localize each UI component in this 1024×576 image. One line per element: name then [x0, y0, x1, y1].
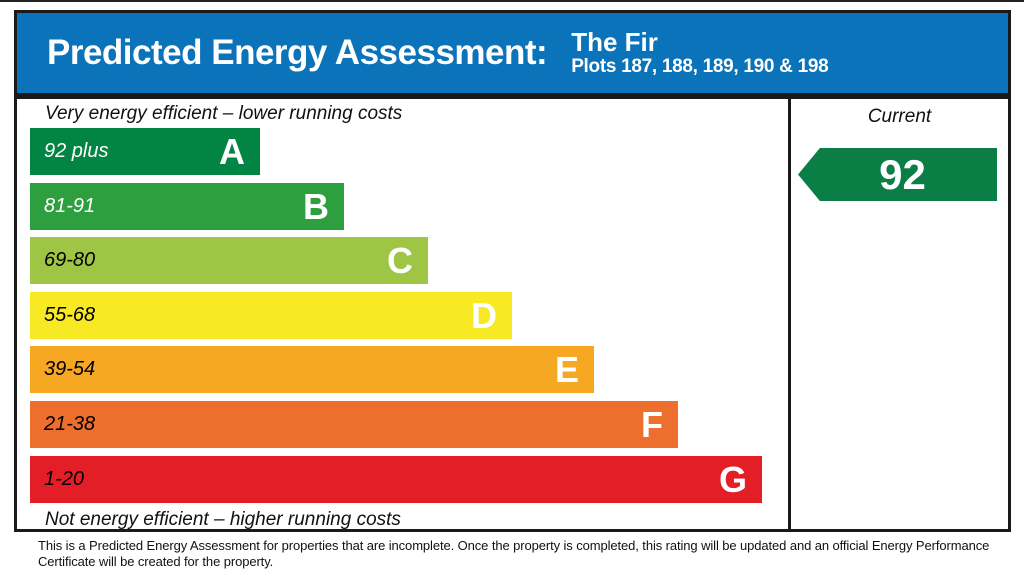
- band-b-range-label: 81-91: [44, 194, 96, 217]
- band-d-range-label: 55-68: [44, 303, 96, 326]
- band-f-range-label: 21-38: [44, 412, 96, 435]
- band-e-letter: E: [554, 349, 579, 391]
- epc-band-f: 21-38 F: [30, 400, 678, 448]
- current-rating-arrow: 92: [798, 148, 997, 201]
- band-g-letter: G: [718, 458, 747, 500]
- page-title: Predicted Energy Assessment:: [47, 33, 548, 72]
- disclaimer-line-1: This is a Predicted Energy Assessment fo…: [38, 538, 990, 553]
- property-plots: Plots 187, 188, 189, 190 & 198: [571, 56, 829, 77]
- disclaimer-text: This is a Predicted Energy Assessment fo…: [38, 538, 1003, 570]
- epc-band-a: 92 plus A: [30, 128, 260, 175]
- disclaimer-line-2: Certificate will be created for the prop…: [38, 554, 274, 569]
- band-e-range-label: 39-54: [44, 358, 96, 381]
- epc-bands: 92 plus A 81-91 B 69-80 C 55-68 D 39-54 …: [30, 128, 762, 503]
- epc-band-c: 69-80 C: [30, 237, 428, 285]
- epc-band-b: 81-91 B: [30, 182, 344, 230]
- band-a-range-label: 92 plus: [44, 140, 109, 162]
- bottom-efficiency-note: Not energy efficient – higher running co…: [45, 509, 401, 530]
- current-column-label: Current: [867, 106, 932, 127]
- current-rating-value: 92: [879, 150, 926, 198]
- page-top-border: [0, 0, 1024, 2]
- band-d-letter: D: [471, 294, 497, 336]
- band-f-letter: F: [641, 403, 663, 445]
- epc-band-d: 55-68 D: [30, 291, 512, 339]
- band-a-letter: A: [219, 131, 245, 172]
- band-b-letter: B: [303, 185, 329, 227]
- band-c-range-label: 69-80: [44, 249, 96, 272]
- top-efficiency-note: Very energy efficient – lower running co…: [45, 103, 403, 124]
- epc-band-e: 39-54 E: [30, 346, 594, 394]
- property-name: The Fir: [571, 27, 658, 57]
- epc-rating-chart: Very energy efficient – lower running co…: [14, 96, 1011, 532]
- band-g-range-label: 1-20: [44, 467, 85, 490]
- assessment-header: Predicted Energy Assessment: The Fir Plo…: [14, 10, 1011, 96]
- current-rating-column: Current 92: [788, 99, 1008, 529]
- band-c-letter: C: [387, 240, 413, 282]
- epc-band-g: 1-20 G: [30, 455, 762, 503]
- property-info: The Fir Plots 187, 188, 189, 190 & 198: [571, 28, 828, 78]
